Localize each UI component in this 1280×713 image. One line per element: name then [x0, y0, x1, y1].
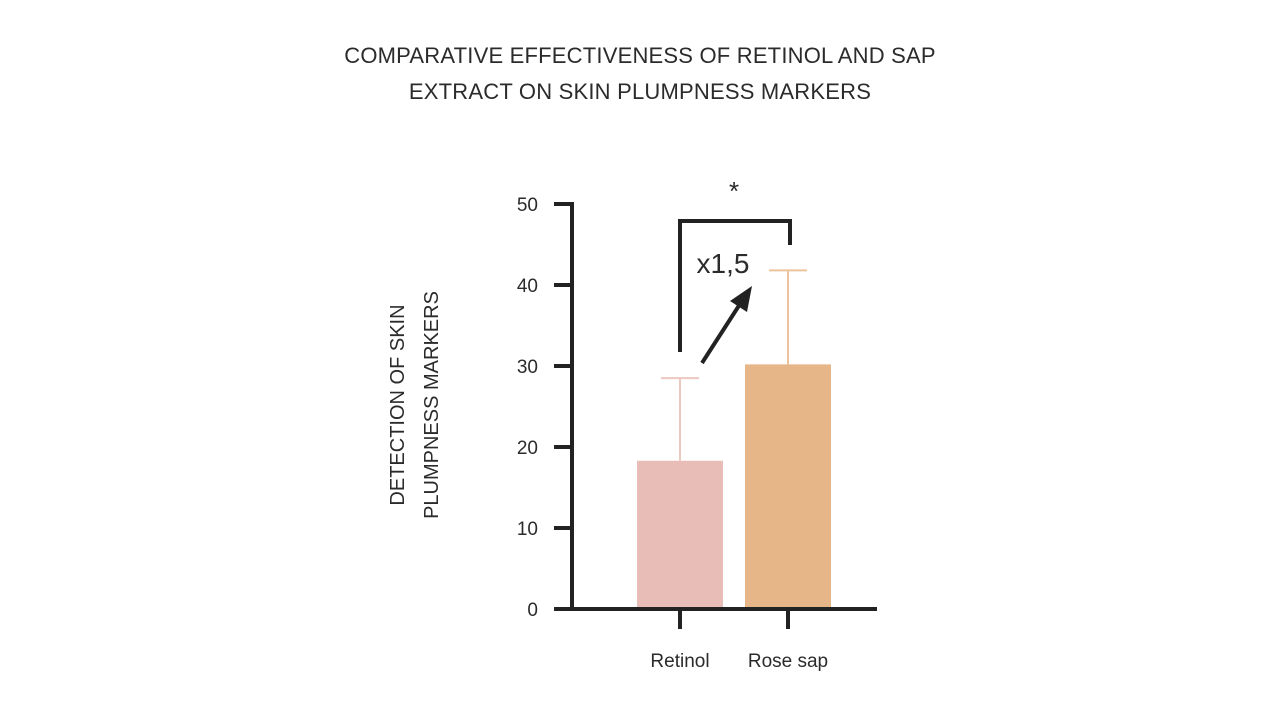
- axes-layer: 0 10 20 30 40 50 Retinol Rose sap: [517, 195, 877, 672]
- significance-bracket: [678, 219, 792, 352]
- y-tick-label: 30: [517, 357, 538, 378]
- bar-retinol: [637, 460, 723, 609]
- y-tick-label: 20: [517, 438, 538, 459]
- significance-asterisk: *: [729, 176, 739, 206]
- chart-title: COMPARATIVE EFFECTIVENESS OF RETINOL AND…: [0, 38, 1280, 110]
- y-tick-label: 10: [517, 519, 538, 540]
- y-axis-label-line-1: DETECTION OF SKIN: [387, 304, 409, 505]
- y-axis-label-line-2: PLUMPNESS MARKERS: [421, 291, 443, 519]
- y-tick-label: 50: [517, 195, 538, 216]
- chart-title-line-2: EXTRACT ON SKIN PLUMPNESS MARKERS: [408, 79, 872, 104]
- bar-rose-sap: [745, 364, 831, 609]
- bars-layer: [637, 364, 831, 609]
- increase-arrow-head: [730, 286, 752, 312]
- x-tick-label: Rose sap: [748, 651, 828, 672]
- chart-title-line-1: COMPARATIVE EFFECTIVENESS OF RETINOL AND…: [344, 43, 936, 68]
- annotations-layer: * x1,5: [678, 176, 792, 365]
- x-tick-label: Retinol: [650, 651, 709, 672]
- y-tick-label: 40: [517, 276, 538, 297]
- error-bars-layer: [661, 269, 807, 461]
- fold-change-label: x1,5: [697, 248, 750, 279]
- y-tick-label: 0: [527, 600, 538, 621]
- increase-arrow-shaft: [700, 302, 742, 365]
